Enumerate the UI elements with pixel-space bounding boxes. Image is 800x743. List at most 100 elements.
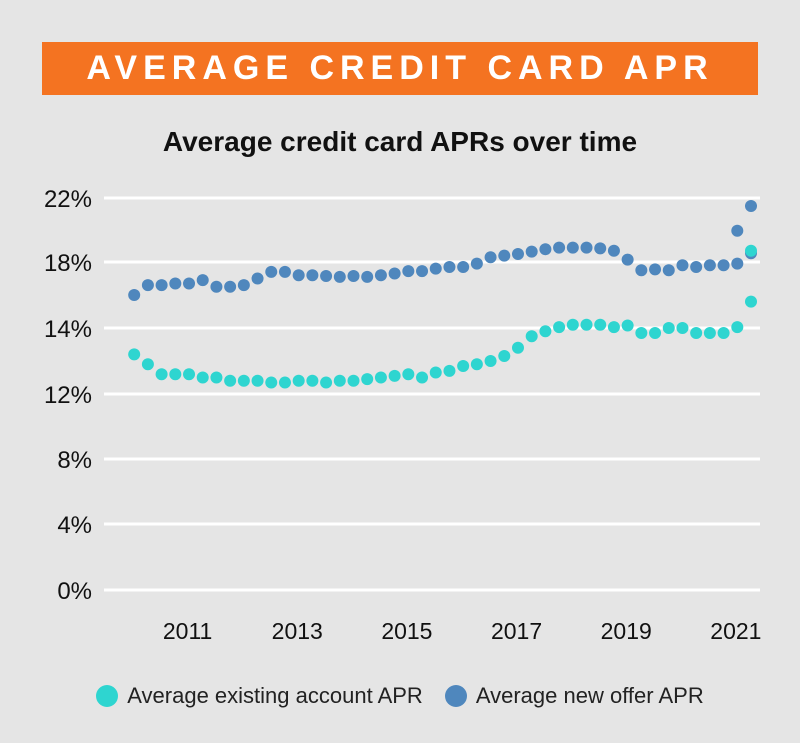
- data-point-existing: [429, 366, 442, 379]
- data-point-new-offer: [306, 269, 319, 282]
- data-point-new-offer: [621, 253, 634, 266]
- data-point-existing: [457, 359, 470, 372]
- data-point-existing: [265, 376, 278, 389]
- data-point-new-offer: [635, 264, 648, 277]
- data-point-existing: [525, 330, 538, 343]
- data-point-existing: [484, 355, 497, 367]
- data-point-existing: [224, 374, 237, 387]
- data-point-new-offer: [333, 270, 346, 283]
- data-point-new-offer: [525, 245, 538, 258]
- data-point-new-offer: [662, 264, 675, 277]
- data-point-new-offer: [388, 267, 401, 280]
- data-point-existing: [155, 368, 168, 381]
- chart-title: Average credit card APRs over time: [162, 126, 638, 157]
- x-tick-label: 2019: [601, 618, 652, 644]
- data-point-new-offer: [196, 274, 209, 287]
- data-point-new-offer: [237, 279, 250, 292]
- y-tick-label: 18%: [44, 250, 92, 277]
- y-tick-label: 12%: [44, 382, 92, 409]
- data-point-existing: [662, 322, 675, 334]
- data-point-new-offer: [374, 269, 387, 282]
- data-point-existing: [607, 321, 620, 334]
- data-point-existing: [128, 348, 141, 361]
- data-point-existing: [676, 322, 689, 334]
- data-point-new-offer: [539, 243, 552, 256]
- data-point-new-offer: [320, 270, 333, 283]
- data-point-new-offer: [347, 270, 360, 283]
- data-point-existing: [745, 244, 757, 257]
- x-tick-label: 2011: [163, 618, 212, 644]
- data-point-new-offer: [265, 265, 278, 278]
- banner-title: AVERAGE CREDIT CARD APR: [86, 49, 714, 87]
- data-point-existing: [594, 318, 607, 331]
- data-point-new-offer: [580, 241, 593, 254]
- data-point-new-offer: [155, 279, 168, 292]
- data-point-new-offer: [649, 263, 662, 276]
- data-point-existing: [511, 341, 524, 354]
- data-point-new-offer: [690, 260, 703, 273]
- data-point-new-offer: [183, 277, 196, 290]
- data-point-existing: [539, 325, 552, 338]
- data-point-new-offer: [594, 242, 607, 255]
- data-point-existing: [498, 350, 511, 363]
- data-point-existing: [580, 318, 593, 331]
- legend-label-existing: Average existing account APR: [127, 683, 423, 708]
- x-tick-label: 2013: [272, 618, 323, 644]
- data-point-new-offer: [731, 257, 744, 270]
- x-tick-label: 2021: [710, 618, 761, 644]
- data-point-existing: [278, 376, 291, 389]
- data-point-new-offer: [443, 260, 456, 273]
- legend-label-new-offer: Average new offer APR: [475, 683, 704, 708]
- data-point-new-offer: [416, 265, 429, 278]
- data-point-new-offer: [457, 260, 470, 273]
- data-point-existing: [183, 368, 196, 381]
- data-point-new-offer: [470, 257, 483, 270]
- data-point-new-offer: [498, 249, 511, 262]
- data-point-new-offer: [128, 289, 141, 301]
- data-point-new-offer: [429, 262, 442, 275]
- data-point-new-offer: [169, 277, 182, 290]
- data-point-new-offer: [676, 259, 689, 272]
- data-point-new-offer: [484, 251, 497, 264]
- data-point-existing: [292, 374, 305, 387]
- data-point-existing: [717, 326, 730, 339]
- data-point-existing: [553, 321, 566, 334]
- data-point-new-offer: [717, 259, 730, 272]
- data-point-existing: [388, 369, 401, 382]
- y-tick-label: 4%: [57, 512, 92, 539]
- data-point-new-offer: [731, 224, 744, 237]
- y-tick-label: 0%: [57, 578, 92, 605]
- data-point-existing: [635, 326, 648, 339]
- data-point-existing: [745, 295, 757, 308]
- legend-marker-new-offer: [444, 685, 467, 707]
- data-point-existing: [566, 318, 579, 331]
- data-point-new-offer: [553, 241, 566, 254]
- data-point-existing: [443, 364, 456, 377]
- data-point-new-offer: [566, 241, 579, 254]
- data-point-existing: [347, 374, 360, 387]
- data-point-existing: [703, 326, 716, 339]
- data-point-existing: [196, 371, 209, 384]
- data-point-existing: [210, 371, 223, 384]
- legend-marker-existing: [96, 685, 119, 707]
- data-point-existing: [333, 374, 346, 387]
- data-point-existing: [141, 358, 154, 371]
- y-tick-label: 22%: [44, 186, 92, 213]
- data-point-existing: [621, 319, 634, 332]
- data-point-new-offer: [361, 270, 374, 283]
- data-point-existing: [470, 358, 483, 371]
- data-point-new-offer: [251, 272, 264, 285]
- data-point-existing: [237, 374, 250, 387]
- data-point-existing: [731, 321, 744, 334]
- data-point-new-offer: [278, 265, 291, 278]
- data-point-existing: [690, 326, 703, 339]
- y-tick-label: 8%: [57, 447, 92, 474]
- legend-item-existing: Average existing account APR: [96, 683, 423, 709]
- data-point-existing: [169, 368, 182, 381]
- data-point-new-offer: [607, 244, 620, 257]
- data-point-new-offer: [402, 265, 415, 278]
- title-banner: AVERAGE CREDIT CARD APR: [42, 42, 758, 95]
- y-tick-label: 14%: [44, 316, 92, 343]
- data-point-new-offer: [511, 248, 524, 260]
- legend-item-new-offer: Average new offer APR: [444, 683, 704, 709]
